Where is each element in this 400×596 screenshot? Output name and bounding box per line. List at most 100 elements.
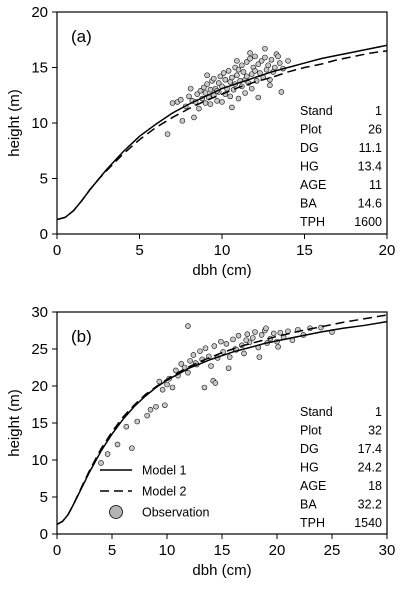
x-tick-label: 20 (379, 242, 396, 259)
observation-point (262, 45, 268, 52)
stat-label: DG (300, 442, 319, 456)
observation-point (243, 73, 250, 80)
observation-point (208, 363, 214, 369)
observation-point (134, 418, 141, 425)
observation-point (190, 352, 197, 358)
observation-point (276, 60, 283, 66)
stat-value: 24.2 (358, 461, 382, 475)
observation-point (202, 100, 209, 106)
observation-point (270, 330, 277, 337)
stat-value: 1600 (354, 215, 382, 229)
y-tick-label: 20 (31, 378, 48, 395)
observation-point (218, 338, 224, 345)
stat-value: 14.6 (358, 197, 382, 211)
observation-point (235, 95, 242, 102)
stat-label: HG (300, 461, 319, 475)
observation-point (258, 58, 265, 64)
observation-point (207, 86, 214, 93)
stat-value: 11.1 (359, 141, 382, 155)
stat-label: Stand (300, 405, 333, 419)
stat-value: 11 (369, 178, 382, 192)
legend-label: Model 2 (142, 485, 187, 499)
observation-point (268, 56, 275, 63)
stat-value: 26 (368, 123, 382, 137)
observation-point (247, 50, 253, 56)
x-tick-label: 20 (269, 542, 286, 559)
observation-point (215, 80, 222, 86)
chart-panel-b: 0 5 10 15 20 25 30 0 5 10 15 20 25 30 dbh (cm) height (… (6, 304, 395, 579)
observation-point (177, 96, 184, 103)
observation-point (144, 412, 150, 419)
observation-point (252, 329, 258, 335)
observation-point (256, 354, 263, 360)
stat-value: 32 (368, 424, 382, 438)
observation-point (234, 58, 240, 64)
observation-point (123, 423, 130, 430)
observation-point (169, 384, 176, 391)
stat-label: TPH (300, 516, 325, 530)
stat-value: 1 (375, 405, 382, 419)
observation-point (272, 64, 278, 71)
observation-point (164, 131, 171, 137)
observation-point (207, 101, 214, 107)
observation-point (196, 105, 202, 112)
observation-point (242, 90, 248, 96)
stat-label: TPH (300, 215, 325, 229)
observation-point (210, 75, 217, 82)
observation-point (186, 93, 192, 100)
observation-point (262, 54, 268, 61)
observation-point (229, 104, 235, 111)
observation-point (243, 59, 250, 65)
y-tick-label: 30 (31, 304, 48, 321)
observation-point (285, 58, 291, 64)
x-axis-label: dbh (cm) (192, 562, 251, 579)
stat-label: Plot (300, 123, 322, 137)
observation-point (225, 365, 232, 372)
x-tick-label: 10 (159, 542, 176, 559)
y-tick-label: 25 (31, 341, 48, 358)
observation-point (222, 76, 229, 83)
observation-point (164, 381, 170, 388)
x-tick-label: 15 (296, 242, 313, 259)
observation-point (187, 85, 194, 92)
stat-value: 1540 (354, 516, 382, 530)
observation-point (252, 53, 258, 60)
y-tick-label: 5 (40, 489, 48, 506)
x-tick-label: 30 (379, 542, 396, 559)
x-tick-label: 5 (108, 542, 116, 559)
y-tick-label: 10 (31, 115, 48, 132)
model-2-line (56, 314, 388, 526)
observation-point (185, 323, 191, 329)
observation-point (159, 386, 166, 393)
stat-label: BA (300, 498, 317, 512)
observation-point (277, 329, 284, 336)
observation-point (250, 335, 256, 341)
y-tick-label: 5 (40, 171, 48, 188)
observation-point (252, 68, 258, 74)
y-tick-label: 15 (31, 60, 48, 77)
observation-point (235, 66, 242, 73)
observation-point (285, 328, 291, 335)
y-tick-label: 0 (40, 526, 48, 543)
stat-label: HG (300, 160, 319, 174)
observation-point (230, 336, 236, 343)
observation-point (197, 348, 203, 354)
y-tick-label: 20 (31, 4, 48, 21)
observation-point (191, 114, 197, 121)
observation-point (220, 70, 227, 76)
observation-point (114, 441, 121, 448)
legend-label: Observation (142, 506, 209, 520)
observation-point (278, 89, 285, 95)
observation-point (219, 99, 225, 105)
observation-point (204, 72, 210, 79)
panel-label: (b) (71, 327, 92, 346)
observation-point (194, 91, 201, 97)
observation-point (265, 62, 271, 69)
observation-point (275, 344, 281, 350)
observation-point (162, 402, 168, 409)
observation-point (244, 331, 251, 337)
model-1-line (56, 320, 388, 526)
observation-point (248, 85, 255, 92)
x-tick-label: 5 (135, 242, 143, 259)
observation-point (212, 380, 219, 386)
